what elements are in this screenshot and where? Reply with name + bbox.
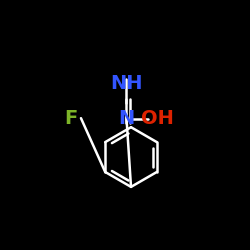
- Text: F: F: [64, 109, 77, 128]
- Text: NH: NH: [110, 74, 142, 94]
- Text: N: N: [118, 109, 134, 128]
- Text: OH: OH: [140, 109, 173, 128]
